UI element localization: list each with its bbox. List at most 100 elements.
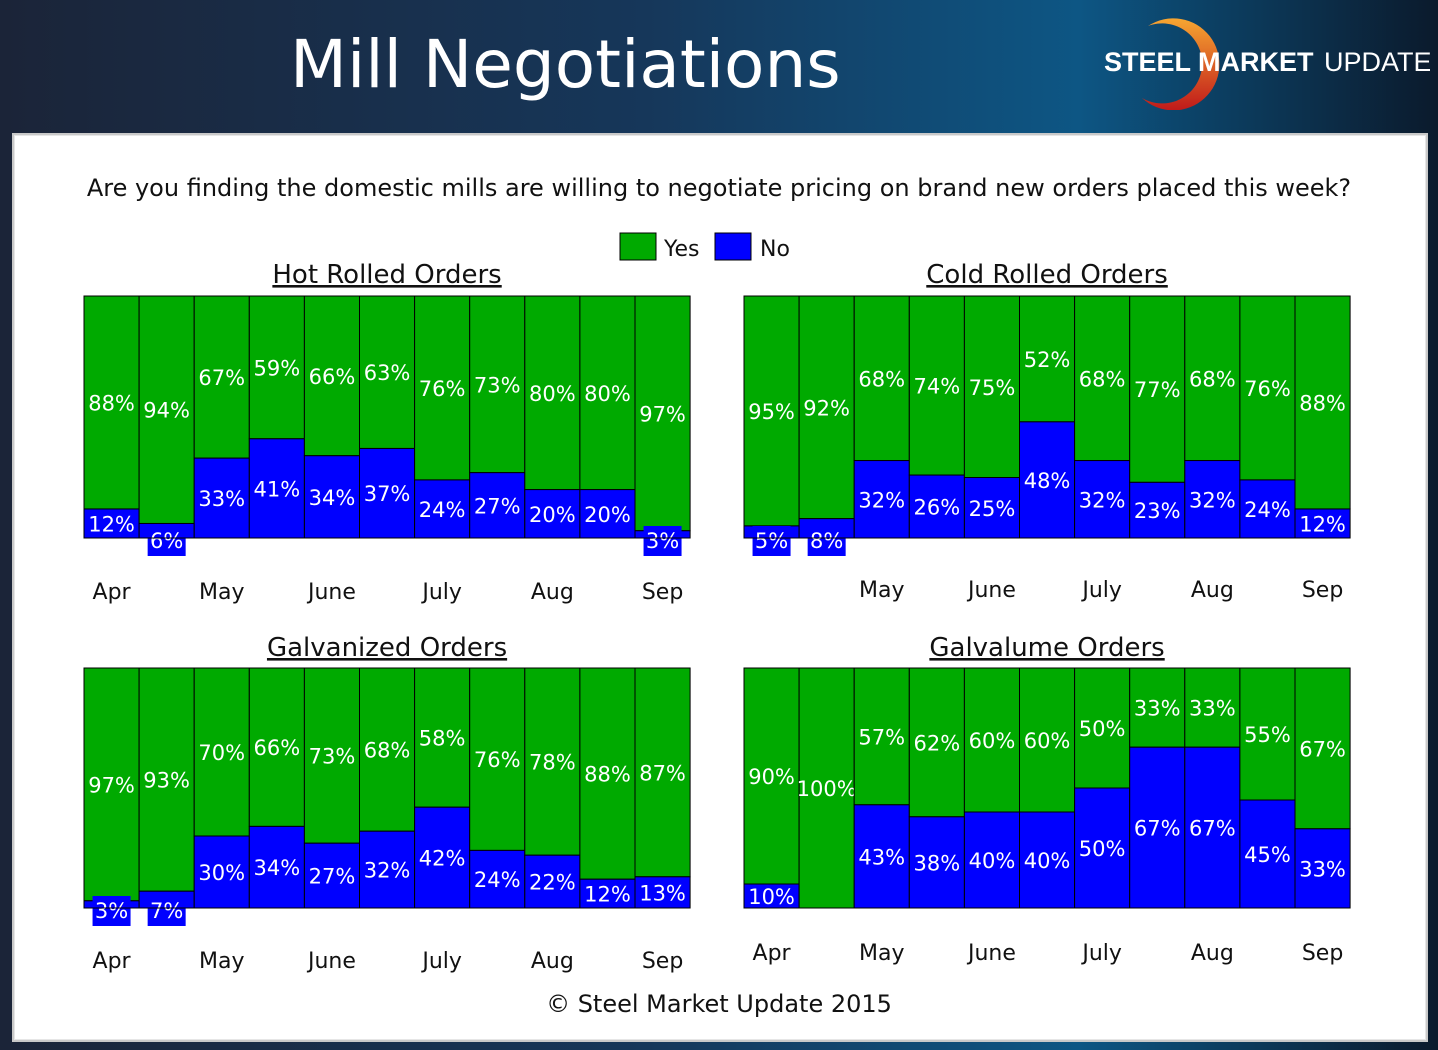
label-no: 34% — [309, 486, 356, 510]
label-no: 12% — [584, 883, 631, 907]
label-no: 33% — [198, 487, 245, 511]
bar-yes — [303, 295, 360, 457]
label-yes: 63% — [364, 361, 411, 385]
bar-yes — [908, 295, 965, 476]
label-yes: 55% — [1244, 723, 1291, 747]
label-yes: 68% — [1079, 367, 1126, 391]
label-no: 34% — [254, 856, 301, 880]
month-label: Sep — [1302, 941, 1343, 966]
label-no: 67% — [1189, 817, 1236, 841]
label-no: 45% — [1244, 843, 1291, 867]
bar-no — [1239, 799, 1296, 909]
label-yes: 78% — [529, 751, 576, 775]
label-no-box — [147, 526, 186, 556]
bar-no — [1294, 508, 1351, 539]
label-no: 27% — [309, 865, 356, 889]
label-yes: 80% — [584, 382, 631, 406]
bar-no — [1019, 811, 1076, 909]
bar-yes — [303, 667, 360, 844]
label-no: 3% — [95, 899, 128, 923]
label-yes: 67% — [198, 366, 245, 390]
label-yes: 50% — [1079, 717, 1126, 741]
label-yes: 58% — [419, 727, 466, 751]
bar-yes — [83, 295, 140, 510]
bar-no — [853, 804, 910, 909]
chart-galvanized-orders: Galvanized Orders 97% 3% 93% 7% 70% 30% 66% 34% 7… — [83, 633, 691, 974]
bar-yes — [743, 667, 800, 885]
label-no: 30% — [198, 861, 245, 885]
label-no: 40% — [1024, 849, 1071, 873]
chart-title: Hot Rolled Orders — [272, 260, 501, 290]
month-label: July — [420, 949, 462, 974]
chart-title: Cold Rolled Orders — [926, 260, 1168, 290]
label-no: 6% — [150, 529, 183, 553]
label-no-box — [807, 526, 846, 556]
chart-title: Galvanized Orders — [267, 633, 507, 663]
bar-yes — [1129, 667, 1186, 748]
bar-no — [193, 457, 250, 539]
chart-galvalume-orders: Galvalume Orders 90% 10% 100% 57% 43% 62% 38% 60… — [743, 633, 1351, 966]
legend-no-swatch — [714, 232, 752, 261]
chart-cold-rolled-orders: Cold Rolled Orders 95% 5% 92% 8% 68% 32% 74% 26%… — [743, 260, 1351, 603]
month-label: Sep — [1302, 578, 1343, 603]
bar-yes — [908, 667, 965, 818]
month-label: Aug — [1191, 578, 1234, 603]
label-yes: 66% — [309, 365, 356, 389]
legend-yes-swatch — [619, 232, 657, 261]
bar-no — [579, 878, 636, 909]
bar-no — [469, 849, 526, 909]
label-yes: 94% — [143, 399, 190, 423]
label-no-box — [752, 526, 791, 556]
bar-yes — [634, 667, 691, 878]
legend: Yes No — [619, 232, 790, 262]
bar-yes — [193, 667, 250, 837]
bar-yes — [579, 295, 636, 491]
bar-no — [414, 479, 471, 539]
label-no-box — [147, 896, 186, 926]
bar-no — [303, 455, 360, 539]
label-yes: 80% — [529, 382, 576, 406]
bar-yes — [83, 667, 140, 902]
label-no: 23% — [1134, 499, 1181, 523]
label-no-box — [643, 526, 682, 556]
label-no: 32% — [1079, 488, 1126, 512]
label-yes: 97% — [88, 773, 135, 797]
label-no: 48% — [1024, 469, 1071, 493]
label-yes: 68% — [858, 367, 905, 391]
month-label: Apr — [93, 949, 132, 974]
label-no: 13% — [639, 881, 686, 905]
label-yes: 92% — [803, 396, 850, 420]
month-label: Apr — [93, 580, 132, 605]
label-no: 42% — [419, 847, 466, 871]
month-label: July — [420, 580, 462, 605]
label-yes: 67% — [1299, 737, 1346, 761]
bar-no — [963, 811, 1021, 909]
label-no: 5% — [755, 529, 788, 553]
legend-yes-label: Yes — [663, 237, 700, 262]
bar-yes — [248, 667, 305, 827]
bar-no — [853, 460, 910, 539]
bar-no — [469, 472, 526, 539]
svg-text:STEEL MARKET: STEEL MARKET — [1104, 47, 1314, 77]
label-yes: 60% — [1024, 729, 1071, 753]
label-no: 50% — [1079, 837, 1126, 861]
label-yes: 73% — [474, 373, 521, 397]
chart-hot-rolled-orders: Hot Rolled Orders 88% 12% 94% 6% 67% 33% 59% 41%… — [83, 260, 691, 605]
bar-yes — [138, 667, 195, 892]
bar-no — [1129, 481, 1186, 539]
bar-yes — [359, 667, 416, 832]
month-label: June — [306, 949, 356, 974]
month-label: June — [966, 941, 1016, 966]
label-yes: 68% — [364, 739, 411, 763]
label-yes: 33% — [1134, 697, 1181, 721]
label-no: 40% — [969, 849, 1016, 873]
label-yes: 74% — [914, 375, 961, 399]
month-label: May — [199, 580, 244, 605]
steel-market-update-logo: STEEL MARKET UPDATE — [1104, 18, 1430, 110]
label-no: 67% — [1134, 817, 1181, 841]
label-no: 32% — [1189, 488, 1236, 512]
label-no: 3% — [646, 529, 679, 553]
label-no: 26% — [914, 496, 961, 520]
bar-no — [359, 830, 416, 909]
